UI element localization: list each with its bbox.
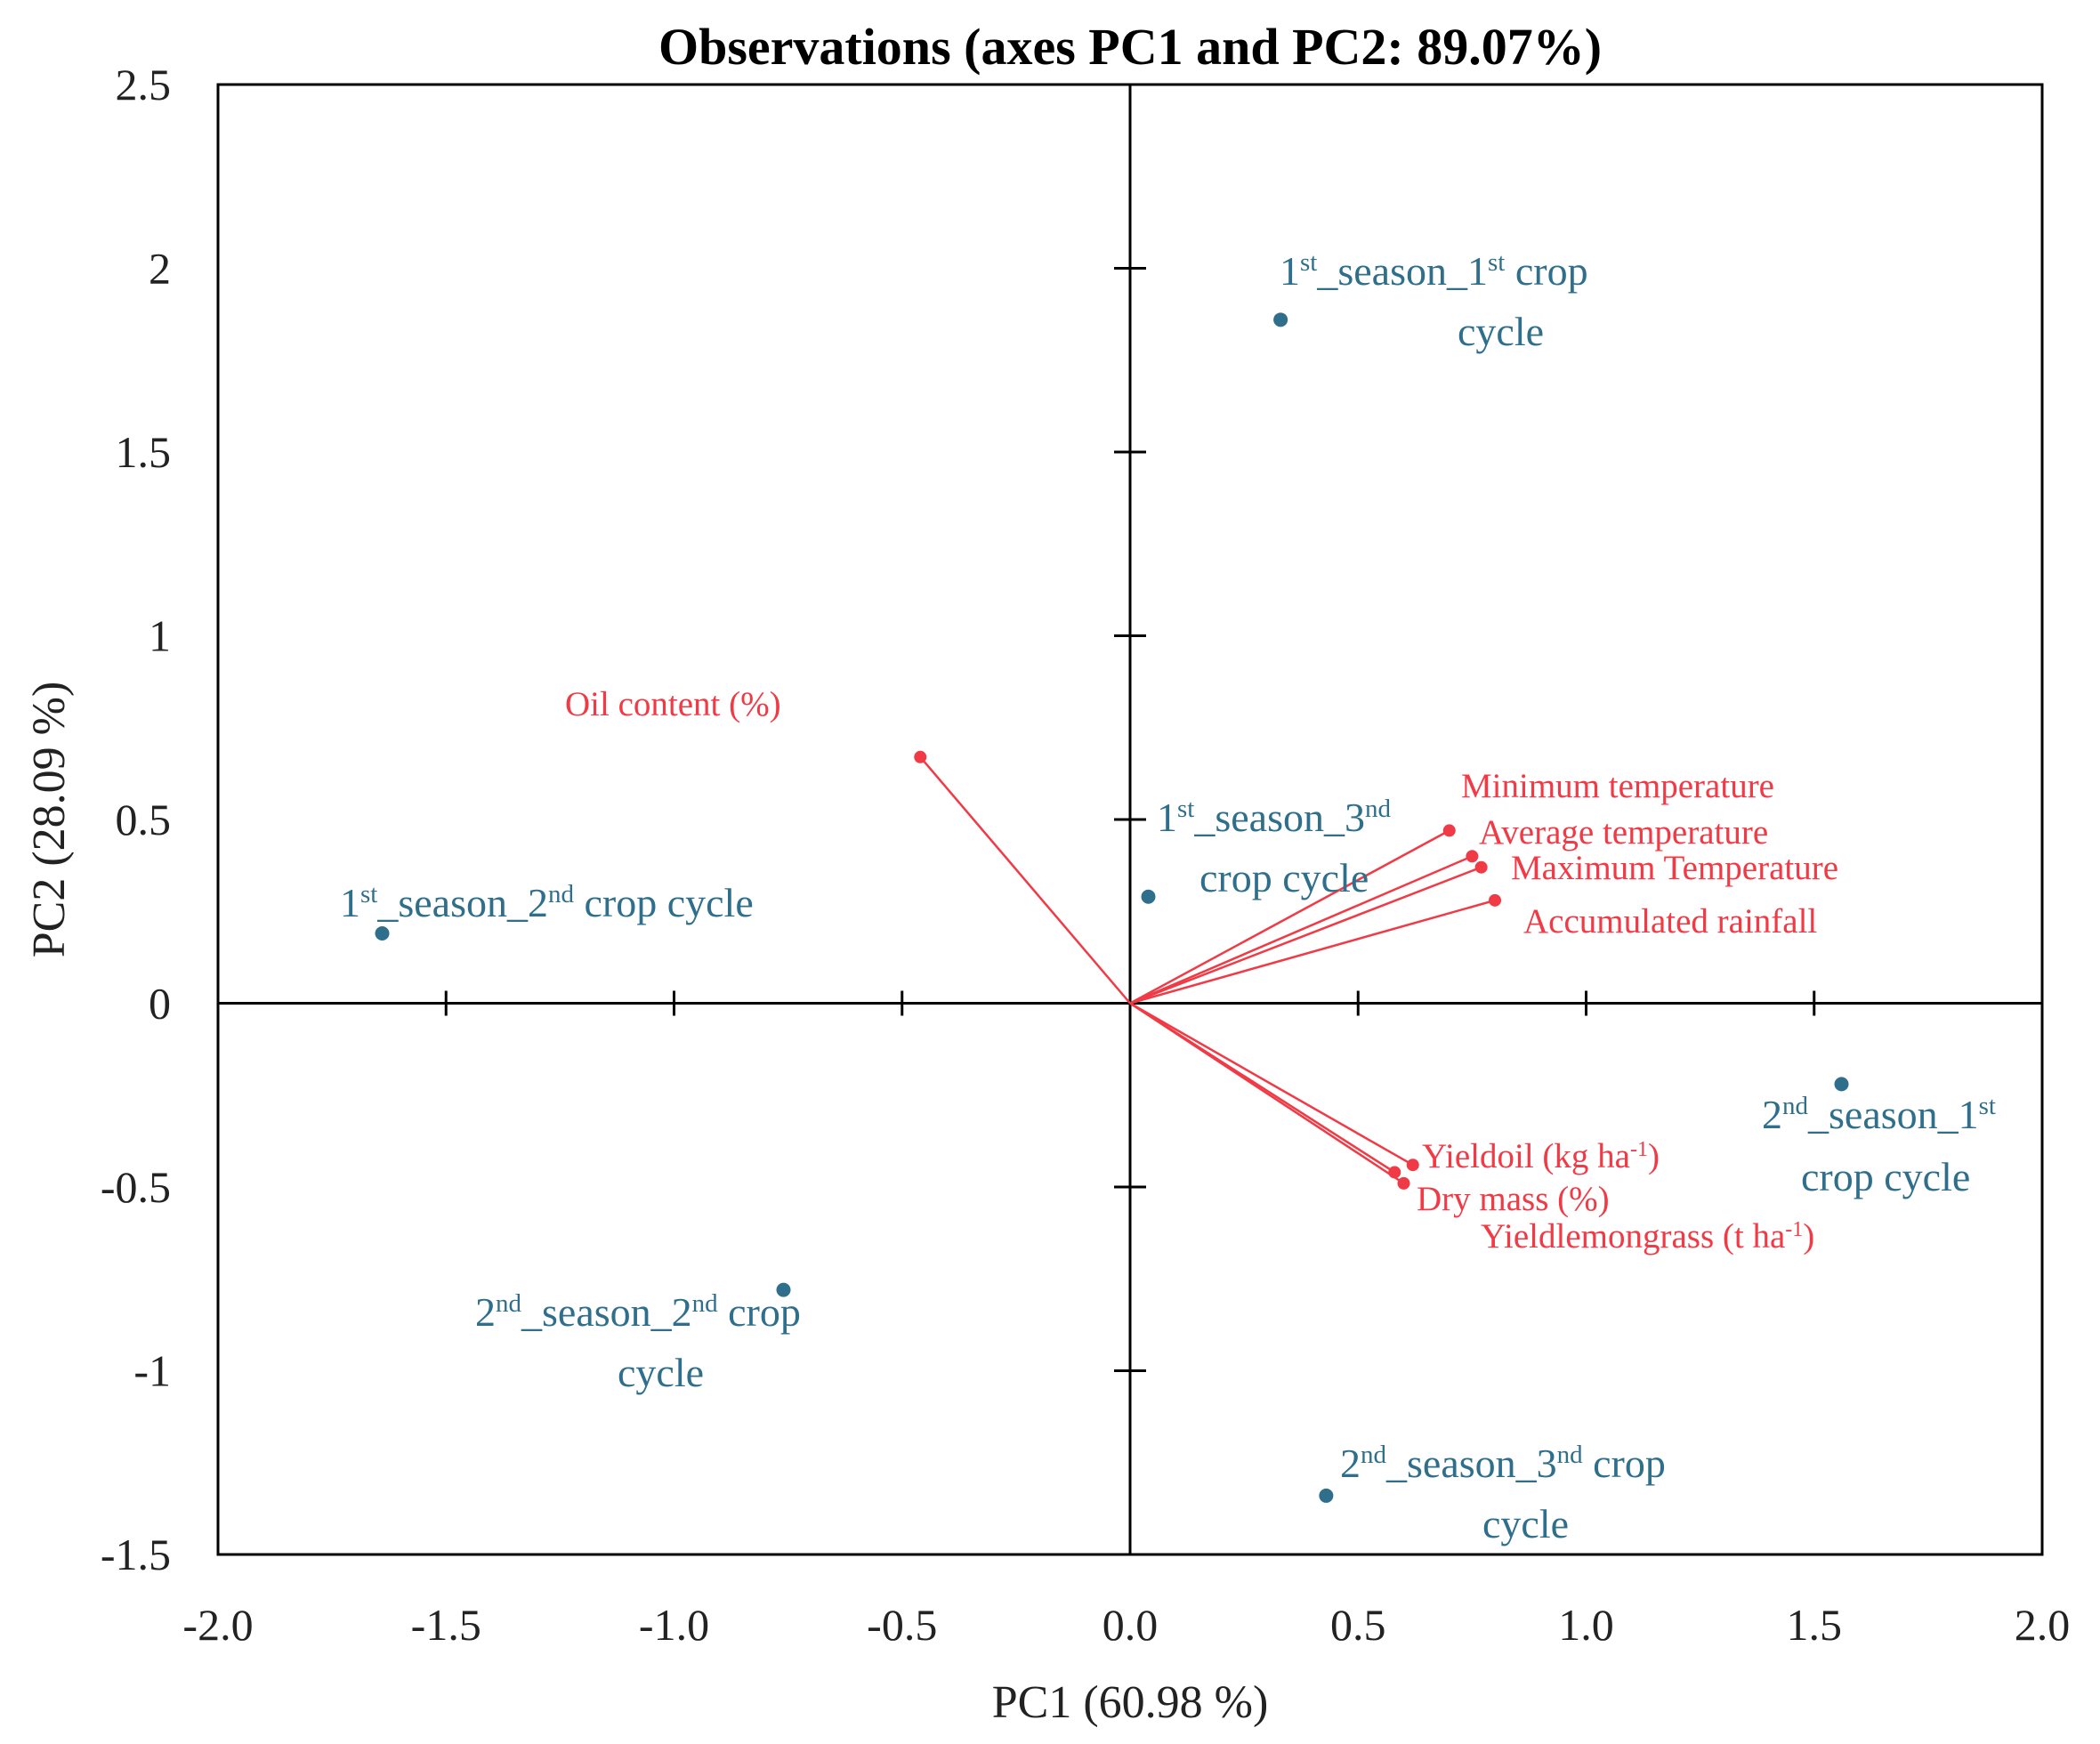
y-axis-label: PC2 (28.09 %)	[24, 682, 75, 958]
x-tick-label: -1.0	[639, 1600, 709, 1650]
observation-label: 1st_season_1st crop	[1280, 248, 1588, 294]
observation-label: cycle	[1482, 1501, 1569, 1546]
y-tick-label: -1.5	[101, 1530, 171, 1579]
observation-label: 2nd_season_2nd crop	[475, 1289, 801, 1335]
variable-point	[1406, 1159, 1419, 1172]
x-tick-label: -2.0	[182, 1600, 253, 1650]
variable-vector	[1129, 1002, 1395, 1174]
observation-point	[1141, 889, 1156, 904]
variable-label: Oil content (%)	[565, 685, 781, 723]
variable-point	[1474, 860, 1488, 874]
variable-vector	[1129, 829, 1450, 1005]
variable-point	[1397, 1176, 1410, 1190]
observation-label: crop cycle	[1199, 855, 1369, 900]
x-tick-label: -1.5	[411, 1600, 481, 1650]
variable-label: Yieldlemongrass (t ha-1)	[1481, 1217, 1814, 1256]
observation-label: 2nd_season_3nd crop	[1340, 1441, 1666, 1486]
variable-point	[914, 750, 927, 763]
variable-vector	[1129, 866, 1482, 1005]
y-tick-label: 2.5	[116, 60, 172, 109]
observation-point	[1273, 312, 1288, 327]
y-tick-label: 0.5	[116, 795, 172, 844]
variable-point	[1388, 1166, 1401, 1179]
observation-point	[1319, 1488, 1334, 1503]
variable-label: Maximum Temperature	[1511, 849, 1838, 887]
chart-title: Observations (axes PC1 and PC2: 89.07%)	[658, 18, 1602, 76]
observation-point	[375, 926, 390, 941]
variable-label: Accumulated rainfall	[1523, 902, 1817, 941]
observation-label: 2nd_season_1st	[1762, 1092, 1996, 1137]
y-tick-label: -1	[133, 1346, 171, 1396]
observation-point	[1834, 1077, 1849, 1092]
y-tick-label: -0.5	[101, 1162, 171, 1212]
x-tick-label: 1.0	[1558, 1600, 1614, 1650]
observation-label: cycle	[1458, 309, 1544, 354]
variable-label: Minimum temperature	[1461, 767, 1774, 805]
observation-point	[776, 1282, 791, 1297]
observation-label: 1st_season_3nd	[1157, 795, 1391, 840]
y-tick-label: 0	[149, 979, 171, 1029]
x-axis-label: PC1 (60.98 %)	[992, 1677, 1269, 1728]
observation-label: 1st_season_2nd crop cycle	[340, 880, 754, 925]
variable-vector	[1129, 899, 1496, 1005]
variable-point	[1442, 824, 1456, 837]
y-tick-label: 1	[149, 611, 171, 661]
observation-label: crop cycle	[1801, 1154, 1970, 1199]
x-tick-label: 1.5	[1787, 1600, 1843, 1650]
x-tick-label: -0.5	[867, 1600, 937, 1650]
observation-points	[375, 312, 1849, 1503]
variable-vector	[1129, 1002, 1414, 1167]
variable-vectors	[914, 750, 1501, 1190]
variable-vector	[919, 755, 1131, 1005]
x-tick-label: 2.0	[2015, 1600, 2071, 1650]
x-tick-label: 0.5	[1330, 1600, 1386, 1650]
labels-layer: Oil content (%) Minimum temperature Averag…	[340, 248, 1996, 1546]
variable-point	[1489, 893, 1501, 907]
variable-label: Dry mass (%)	[1417, 1180, 1610, 1218]
observation-label: cycle	[618, 1350, 704, 1395]
y-tick-label: 2	[149, 244, 171, 294]
variable-vector	[1129, 855, 1473, 1005]
ticks-layer: -2.0 -1.5 -1.0 -0.5 0.0 0.5 1.0 1.5 2.02.521.510…	[101, 60, 2070, 1650]
x-tick-label: 0.0	[1102, 1600, 1159, 1650]
variable-label: Yieldoil (kg ha-1)	[1422, 1137, 1660, 1175]
y-tick-label: 1.5	[116, 427, 172, 477]
variable-label: Average temperature	[1479, 813, 1768, 852]
variable-point	[1466, 850, 1479, 863]
